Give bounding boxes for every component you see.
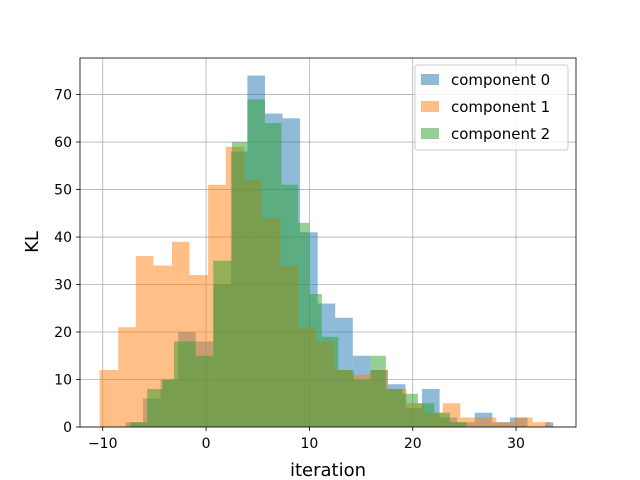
series-component-2 [130,99,467,428]
histogram-bar [496,422,516,427]
histogram-bar [402,393,418,427]
legend-swatch-component-1 [421,101,439,112]
y-tick-label: 60 [54,135,72,151]
histogram-bar [281,184,299,427]
x-axis-label: iteration [290,460,366,480]
histogram-bar [174,341,196,427]
legend: component 0 component 1 component 2 [414,64,569,151]
x-tick-label: −10 [88,436,118,452]
y-tick-label: 70 [54,88,72,104]
legend-label-component-0: component 0 [451,71,550,89]
plot-frame [79,57,577,428]
histogram-bar [135,256,154,427]
y-tick-label: 0 [63,420,72,436]
x-tick-label: 10 [300,436,318,452]
histogram-bar [532,422,551,427]
legend-swatch-component-0 [421,74,439,85]
histogram-bar [231,142,248,427]
legend-label-component-2: component 2 [451,125,550,143]
histogram-bar [309,294,322,427]
y-axis-label: KL [22,231,43,253]
histogram-bars [99,75,554,428]
histogram-bar [370,355,386,427]
histogram-bar [353,379,371,427]
y-tick-label: 50 [54,183,72,199]
x-tick-label: 0 [202,436,211,452]
histogram-bar [449,422,467,427]
histogram-bar [298,222,310,427]
histogram-bar [385,389,403,427]
x-tick-label: 30 [507,436,525,452]
histogram-bar [147,389,163,427]
histogram-bar [515,417,533,427]
histogram-bar [478,417,497,427]
histogram-bar [460,417,479,427]
axis-ticks: −10 0 10 20 30 0 10 20 30 40 50 60 70 [54,88,525,452]
legend-swatch-component-2 [421,128,439,139]
histogram-bar [99,370,119,427]
histogram-bar [162,379,175,427]
y-tick-label: 10 [54,373,72,389]
x-tick-label: 20 [404,436,422,452]
y-tick-label: 40 [54,230,72,246]
histogram-bar [247,99,265,428]
histogram-bar [338,370,354,427]
histogram-bar [118,327,136,427]
y-tick-label: 20 [54,325,72,341]
y-tick-label: 30 [54,278,72,294]
histogram-bar [213,260,232,427]
histogram-bar [195,355,214,427]
histogram-bar [434,412,450,427]
histogram-bar [321,336,339,427]
legend-label-component-1: component 1 [451,98,550,116]
legend-box [414,64,569,151]
histogram-bar [130,422,148,427]
histogram-bar [417,403,435,427]
histogram-bar [264,123,282,428]
